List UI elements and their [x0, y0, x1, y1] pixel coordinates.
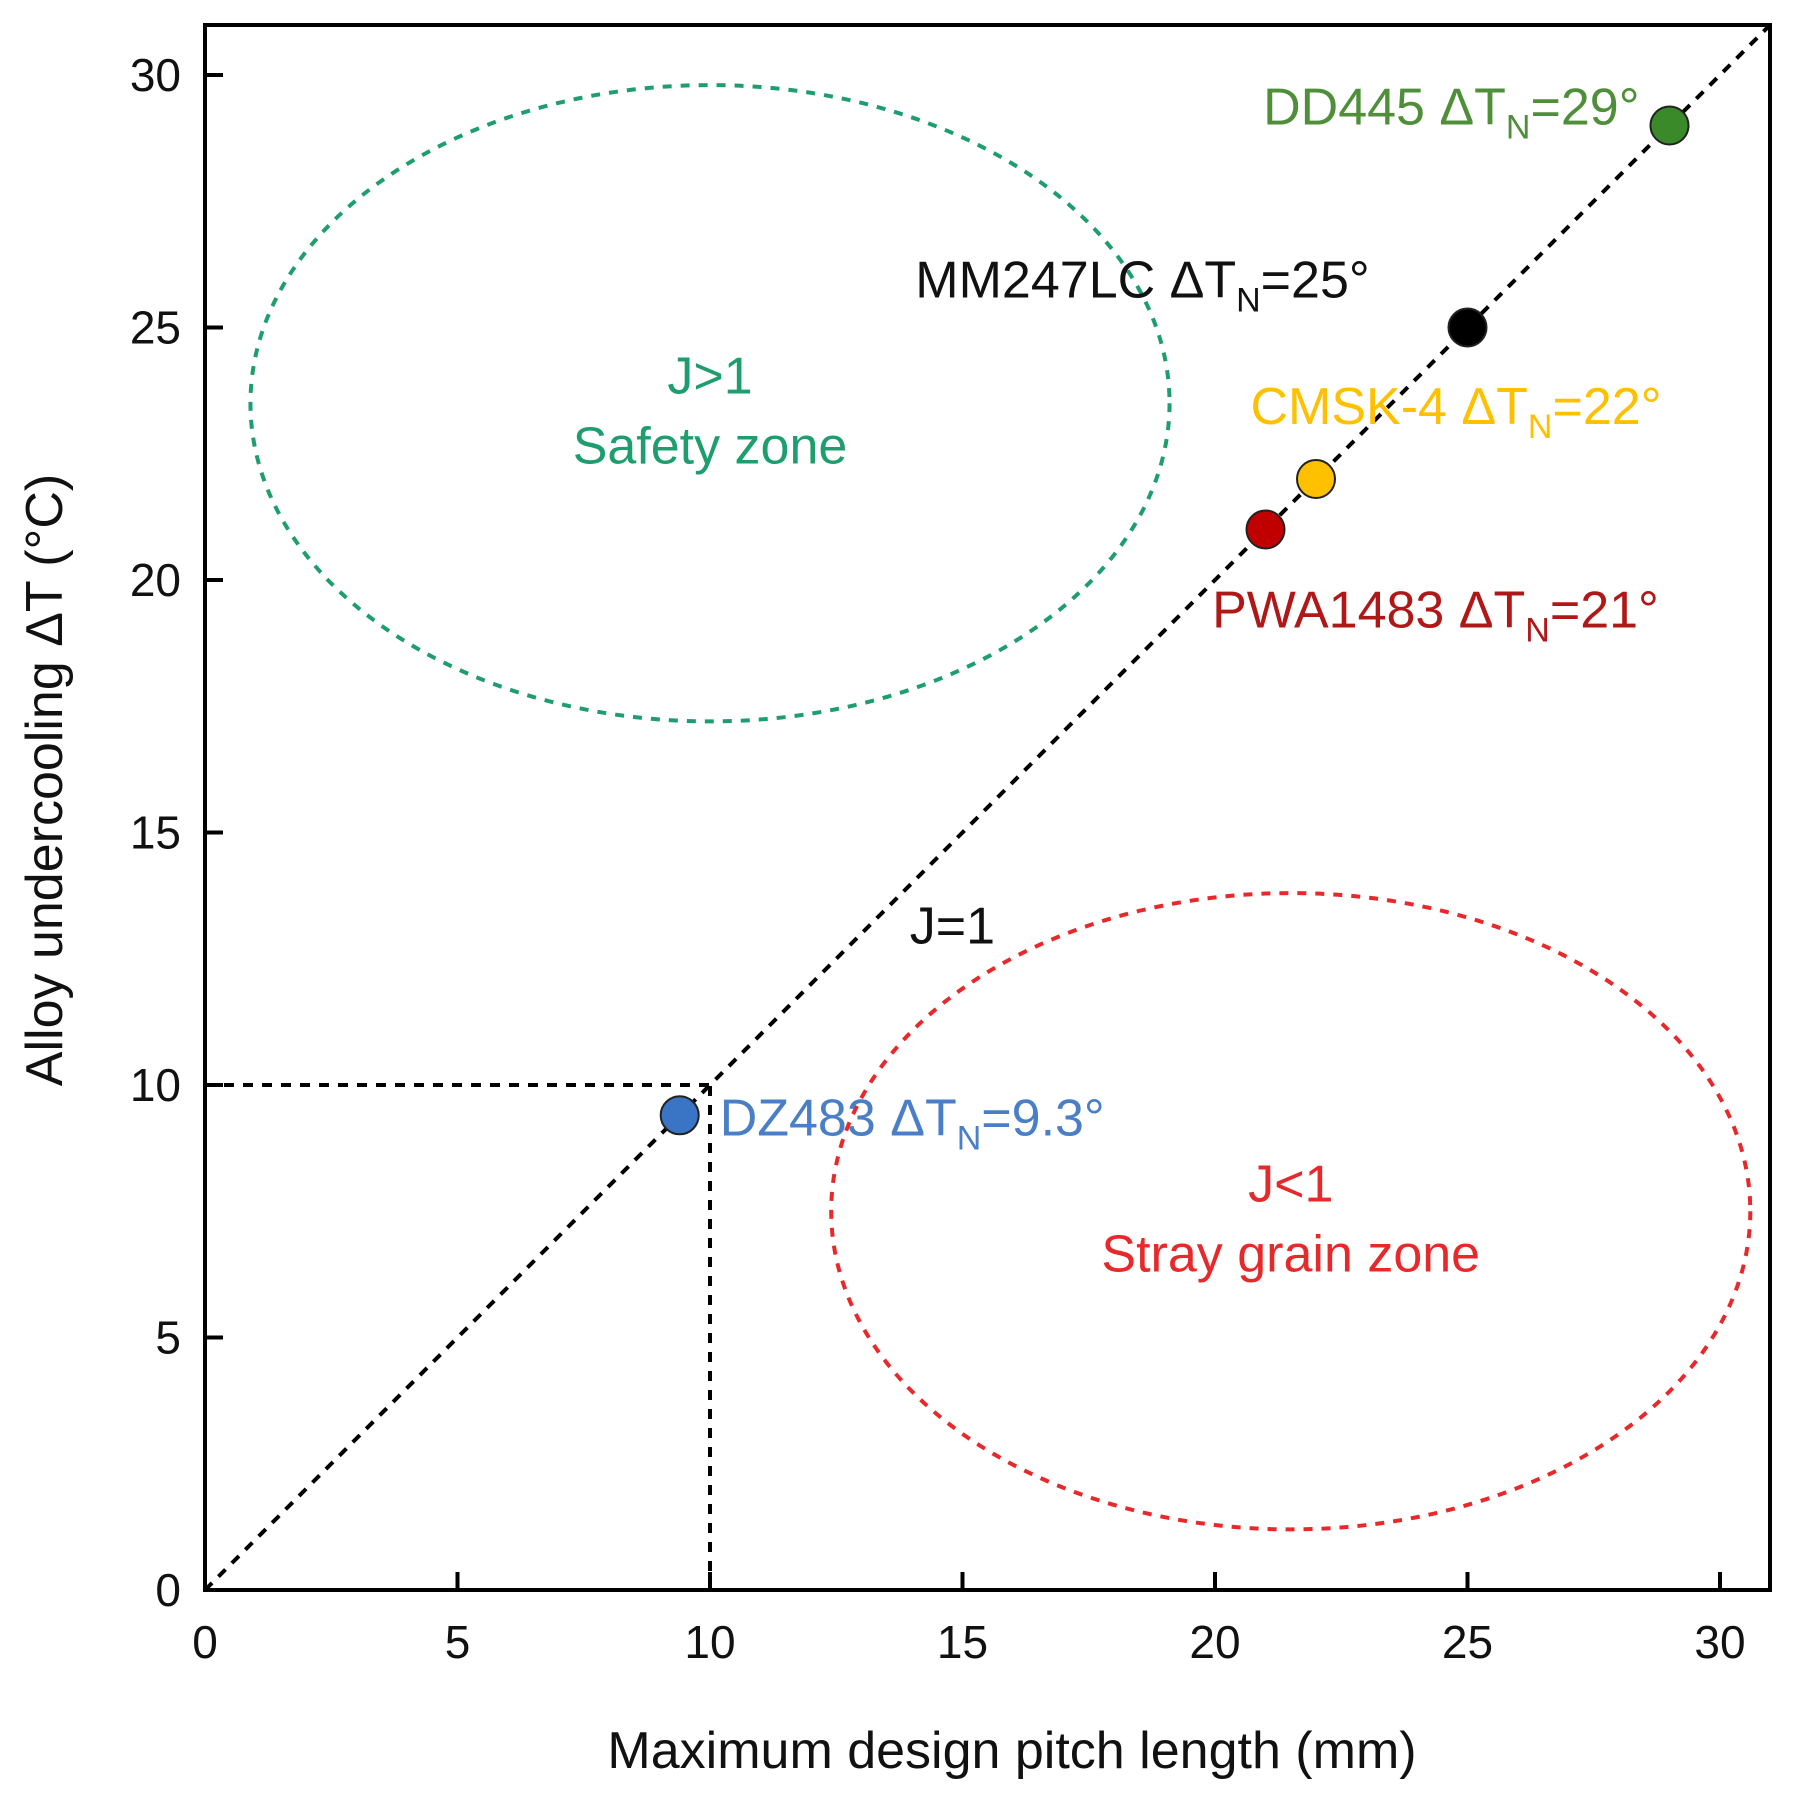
reference-layer: J=1 — [203, 23, 1772, 1592]
x-tick-label: 25 — [1442, 1616, 1493, 1668]
point-label-cmsk-4: CMSK-4 ΔTN=22° — [1251, 378, 1662, 446]
point-dd445 — [1649, 105, 1690, 146]
x-tick-label: 10 — [684, 1616, 735, 1668]
reference-line-label: J=1 — [910, 898, 995, 956]
point-label-dz483: DZ483 ΔTN=9.3° — [720, 1089, 1105, 1157]
x-tick-label: 20 — [1189, 1616, 1240, 1668]
y-tick-label: 15 — [130, 807, 181, 859]
point-label-mm247lc: MM247LC ΔTN=25° — [915, 252, 1369, 320]
point-cmsk-4 — [1296, 459, 1336, 499]
zones-layer: J>1 Safety zone J<1 Stray grain zone — [248, 83, 1753, 1532]
x-tick-label: 15 — [937, 1616, 988, 1668]
point-label-pwa1483: PWA1483 ΔTN=21° — [1212, 582, 1659, 650]
x-tick-label: 5 — [445, 1616, 471, 1668]
x-axis-title: Maximum design pitch length (mm) — [607, 1722, 1416, 1780]
y-tick-label: 5 — [155, 1312, 181, 1364]
y-axis-title: Alloy undercooling ΔT (°C) — [16, 474, 74, 1086]
zone-label-safety-line2: Safety zone — [573, 417, 848, 475]
y-tick-label: 10 — [130, 1059, 181, 1111]
x-tick-label: 30 — [1694, 1616, 1745, 1668]
x-tick-label: 0 — [192, 1616, 218, 1668]
zone-label-stray-line2: Stray grain zone — [1101, 1225, 1480, 1283]
points-layer — [659, 105, 1690, 1136]
point-label-dd445: DD445 ΔTN=29° — [1263, 79, 1639, 147]
y-tick-label: 30 — [130, 49, 181, 101]
point-dz483 — [659, 1095, 700, 1136]
zone-label-stray-line1: J<1 — [1248, 1155, 1333, 1213]
zone-ellipse-stray — [829, 891, 1753, 1532]
point-pwa1483 — [1245, 509, 1286, 550]
plot-frame — [203, 23, 1772, 1592]
zone-label-safety-line1: J>1 — [667, 347, 752, 405]
ticks-layer: 0 5 10 15 20 25 30 0 5 10 15 20 25 30 — [130, 49, 1746, 1668]
y-tick-label: 0 — [155, 1564, 181, 1616]
point-mm247lc — [1447, 307, 1488, 348]
reference-line-j1 — [203, 23, 1772, 1592]
y-tick-label: 25 — [130, 302, 181, 354]
point-labels-layer: DZ483 ΔTN=9.3° PWA1483 ΔTN=21° CMSK-4 ΔTN=… — [720, 79, 1662, 1158]
zone-ellipse-safety — [248, 83, 1172, 724]
y-tick-label: 20 — [130, 554, 181, 606]
